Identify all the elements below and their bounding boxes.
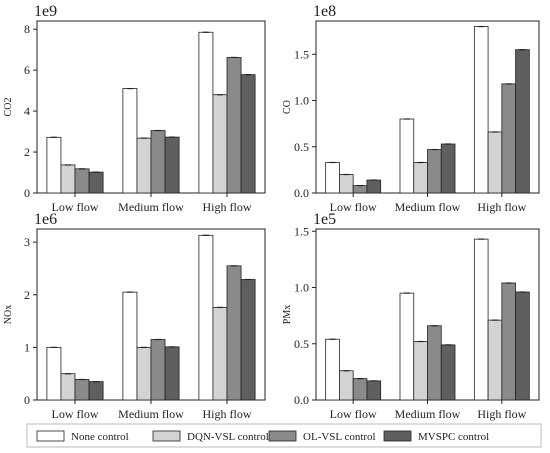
legend-label-4: MVSPC control (418, 431, 489, 443)
y-axis-label: PMx (282, 305, 293, 324)
bar-3-low-flow (74, 168, 90, 194)
bar-3-high-flow (501, 282, 516, 401)
bar-1-medium-flow (399, 118, 415, 194)
x-tick-label: Medium flow (118, 200, 184, 214)
chart-panel-nox: 1e6 NOx 0 1 2 3 Low flow Medium flow High flow (3, 211, 266, 421)
x-tick-label: Medium flow (118, 407, 184, 421)
bar-4-medium-flow (164, 136, 180, 194)
axis-exponent-label: 1e6 (34, 211, 57, 228)
bar-3-high-flow (226, 265, 242, 401)
x-tick-label: High flow (477, 407, 526, 421)
bar-2-low-flow (60, 164, 76, 194)
y-tick-label: 1.0 (294, 94, 309, 108)
chart-panel-co2: 1e9 CO2 0 2 4 6 8 Low flow Medium flow High flow (3, 3, 266, 214)
bar-4-high-flow (515, 291, 530, 401)
y-axis-label: CO2 (3, 98, 14, 117)
x-tick-label: Medium flow (395, 200, 461, 214)
x-tick-label: High flow (477, 200, 526, 214)
bar-4-medium-flow (164, 346, 180, 401)
bar-4-high-flow (240, 279, 256, 401)
legend-swatch-4 (383, 430, 412, 442)
x-tick-label: Medium flow (395, 407, 461, 421)
bar-2-medium-flow (413, 162, 428, 194)
legend-label-2: DQN-VSL control (187, 431, 269, 443)
bar-4-high-flow (515, 49, 530, 194)
x-tick-label: Low flow (52, 407, 99, 421)
y-tick-label: 1.0 (294, 281, 309, 295)
bar-2-high-flow (212, 306, 228, 401)
bar-4-medium-flow (440, 143, 456, 194)
bar-3-high-flow (226, 57, 242, 194)
bar-4-low-flow (366, 380, 382, 401)
bar-3-medium-flow (150, 339, 166, 401)
bar-1-low-flow (46, 136, 62, 194)
x-tick-label: High flow (203, 200, 252, 214)
bar-3-low-flow (352, 378, 368, 401)
y-tick-label: 4 (24, 104, 30, 118)
chart-panel-pmx: 1e5 PMx 0.0 0.5 1.0 1.5 Low flow Medium flow Hig… (282, 211, 540, 421)
bar-4-high-flow (240, 74, 256, 194)
y-tick-label: 0.0 (294, 393, 309, 407)
bar-1-low-flow (325, 162, 340, 194)
y-tick-label: 8 (24, 22, 30, 36)
legend-swatch-2 (152, 430, 181, 442)
y-tick-label: 0.5 (294, 337, 309, 351)
bar-3-medium-flow (427, 325, 442, 401)
y-tick-label: 0 (24, 393, 30, 407)
x-tick-label: High flow (203, 407, 252, 421)
y-tick-label: 1.5 (294, 47, 309, 61)
bar-2-medium-flow (136, 346, 152, 401)
legend-label-1: None control (71, 431, 129, 443)
bar-2-medium-flow (136, 137, 152, 194)
bar-3-low-flow (74, 379, 90, 401)
axis-exponent-label: 1e8 (313, 3, 336, 20)
y-tick-label: 2 (24, 288, 30, 302)
bar-3-low-flow (352, 185, 368, 194)
y-tick-label: 0.0 (294, 186, 309, 200)
y-tick-label: 3 (24, 235, 30, 249)
x-tick-label: Low flow (330, 407, 377, 421)
bar-2-low-flow (339, 174, 354, 194)
legend: None control DQN-VSL control OL-VSL contro… (26, 423, 542, 448)
legend-label-3: OL-VSL control (303, 431, 376, 443)
bar-1-low-flow (46, 346, 62, 401)
legend-swatch-3 (268, 430, 297, 442)
bar-1-low-flow (325, 338, 340, 401)
bar-1-high-flow (198, 234, 214, 401)
bar-4-low-flow (88, 381, 104, 401)
bar-1-high-flow (473, 238, 489, 401)
x-tick-label: Low flow (52, 200, 99, 214)
y-tick-label: 6 (24, 63, 30, 77)
y-tick-label: 1 (24, 340, 30, 354)
axis-exponent-label: 1e5 (313, 211, 336, 228)
legend-swatch-1 (36, 430, 65, 442)
chart-panel-co: 1e8 CO 0.0 0.5 1.0 1.5 Low flow Medium flow High… (282, 3, 540, 214)
axis-exponent-label: 1e9 (34, 3, 57, 20)
bar-4-medium-flow (440, 344, 456, 401)
bar-1-medium-flow (122, 88, 138, 194)
y-tick-label: 0.5 (294, 140, 309, 154)
bar-1-medium-flow (399, 292, 415, 401)
bar-1-high-flow (473, 26, 489, 194)
y-axis-label: CO (282, 100, 293, 114)
bar-2-medium-flow (413, 341, 428, 401)
y-tick-label: 2 (24, 145, 30, 159)
bar-3-medium-flow (150, 130, 166, 194)
bar-2-low-flow (60, 373, 76, 401)
bar-2-high-flow (487, 319, 503, 401)
bar-2-high-flow (212, 94, 228, 194)
y-axis-label: NOx (3, 305, 14, 324)
bar-4-low-flow (88, 171, 104, 194)
bar-1-medium-flow (122, 291, 138, 401)
bar-2-high-flow (487, 131, 503, 194)
bar-3-medium-flow (427, 149, 442, 194)
y-tick-label: 1.5 (294, 224, 309, 238)
bar-4-low-flow (366, 179, 382, 194)
bar-1-high-flow (198, 31, 214, 194)
y-tick-label: 0 (24, 186, 30, 200)
bar-3-high-flow (501, 83, 516, 194)
bar-2-low-flow (339, 370, 354, 401)
x-tick-label: Low flow (330, 200, 377, 214)
